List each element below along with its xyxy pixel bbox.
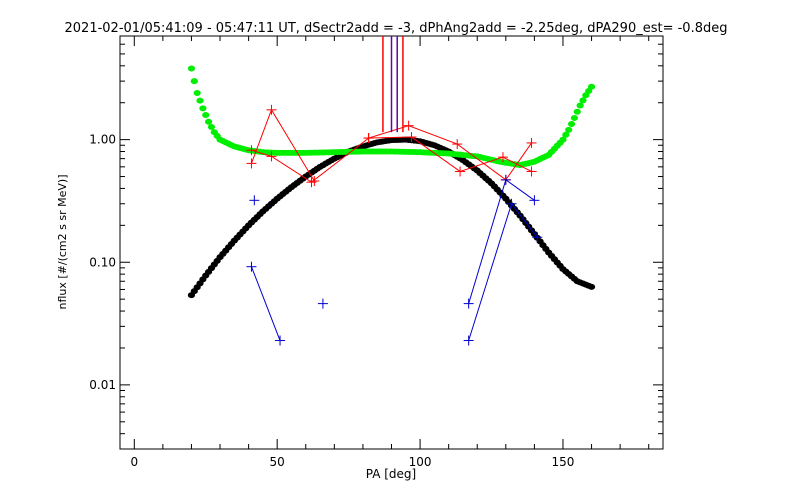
- red-series-line: [251, 125, 532, 183]
- y-tick-label: 0.10: [89, 255, 116, 269]
- green-curve-dot: [567, 120, 576, 127]
- green-curve-dot: [579, 97, 587, 104]
- green-curve-dot: [190, 78, 198, 85]
- green-curve-dot: [565, 126, 573, 133]
- green-curve-dot: [587, 83, 596, 90]
- data-layer: [187, 36, 596, 346]
- y-tick-label: 1.00: [89, 133, 116, 147]
- green-curve-dot: [199, 105, 207, 112]
- chart-title: 2021-02-01/05:41:09 - 05:47:11 UT, dSect…: [65, 21, 728, 36]
- green-curve-dot: [193, 90, 201, 97]
- axes-layer: 0 50 100 150 0.01 0.10 1.00: [89, 35, 663, 469]
- green-curve-dot: [573, 108, 581, 115]
- green-curve-dot: [570, 115, 579, 122]
- green-curve-dot: [202, 112, 210, 119]
- green-curve-dot: [196, 97, 204, 104]
- y-tick-label: 0.01: [89, 378, 116, 392]
- black-curve-dot: [587, 283, 596, 290]
- blue-series-line: [468, 202, 538, 341]
- blue-series-line: [250, 266, 281, 341]
- x-tick-label: 150: [552, 455, 575, 469]
- blue-series-line: [468, 179, 535, 304]
- green-curve-dot: [576, 102, 584, 109]
- red-series-line: [250, 108, 315, 182]
- x-tick-label: 100: [409, 455, 432, 469]
- x-tick-label: 50: [270, 455, 285, 469]
- green-curve-dot: [559, 136, 567, 143]
- green-curve-dot: [562, 131, 570, 138]
- green-curve-dot: [204, 118, 213, 125]
- y-axis-label: nflux [#/(cm2 s sr MeV)]: [56, 175, 69, 310]
- x-tick-label: 0: [130, 455, 138, 469]
- green-curve-dot: [207, 123, 216, 130]
- x-axis-label: PA [deg]: [366, 467, 416, 481]
- green-curve-dot: [187, 65, 196, 72]
